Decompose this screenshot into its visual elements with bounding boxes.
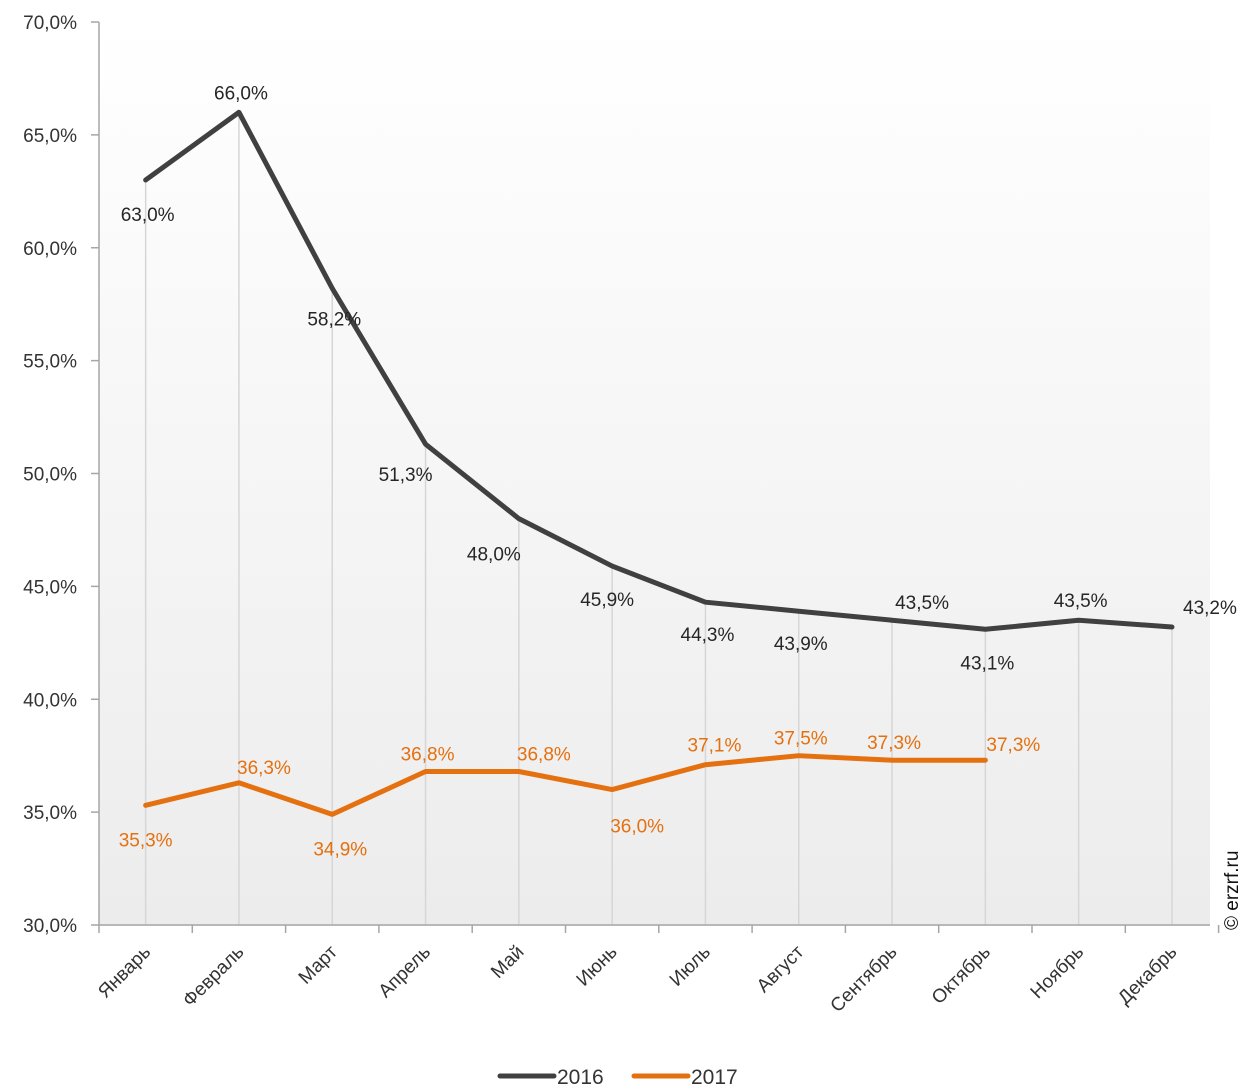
data-label-2016: 63,0% [121,205,175,226]
data-label-2016: 66,0% [214,83,268,104]
legend-item-2017: 2017 [631,1066,738,1089]
watermark-text: © erzrf.ru [1222,851,1243,930]
plot-background [99,22,1210,926]
data-label-2016: 45,9% [580,590,634,611]
data-label-2017: 37,3% [867,733,921,754]
data-label-2017: 34,9% [313,839,367,860]
series-line-2016 [143,109,1175,632]
data-label-2017: 36,8% [401,744,455,765]
data-label-2017: 37,3% [986,735,1040,756]
data-label-2016: 48,0% [467,545,521,566]
drop-lines [144,112,1173,925]
y-tick-label: 65,0% [23,126,77,147]
series-lines [143,109,1175,817]
legend-label: 2016 [557,1066,604,1085]
y-tick-label: 50,0% [23,465,77,486]
data-label-2016: 51,3% [379,465,433,486]
x-tick-label: Август [753,941,808,996]
x-tick-label: Март [295,941,342,988]
data-label-2017: 36,3% [237,758,291,779]
y-tick-label: 30,0% [23,916,77,937]
y-tick-label: 60,0% [23,239,77,260]
data-label-2016: 43,2% [1183,598,1237,619]
x-tick-label: Май [487,942,528,983]
y-tick-label: 70,0% [23,13,77,34]
x-tick-label: Октябрь [928,942,995,1009]
data-label-2016: 43,9% [774,634,828,655]
legend: 2016 2017 [497,1066,738,1089]
x-tick-label: Февраль [179,942,249,1012]
data-label-2016: 43,5% [895,593,949,614]
data-label-2017: 37,5% [774,729,828,750]
data-label-2016: 58,2% [307,309,361,330]
data-label-2017: 36,0% [610,817,664,838]
data-label-2016: 43,5% [1054,591,1108,612]
data-label-2017: 36,8% [517,744,571,765]
x-tick-label: Июнь [573,942,622,991]
x-tick-label: Январь [94,942,155,1003]
y-tick-label: 35,0% [23,803,77,824]
x-tick-label: Декабрь [1114,942,1181,1009]
y-tick-label: 45,0% [23,577,77,598]
legend-label: 2017 [691,1066,738,1085]
x-tick-label: Июль [666,942,715,991]
x-tick-label: Ноябрь [1027,942,1089,1004]
y-tick-label: 40,0% [23,690,77,711]
legend-item-2016: 2016 [497,1066,604,1089]
series-line-2017 [143,753,988,817]
x-tick-label: Сентябрь [827,942,902,1017]
x-tick-label: Апрель [375,942,435,1002]
data-labels: 63,0% 66,0% 58,2% 51,3% 48,0% 45,9% 44,3% 43,9%… [119,83,1237,860]
data-label-2017: 35,3% [119,830,173,851]
data-label-2016: 43,1% [960,653,1014,674]
data-label-2016: 44,3% [681,625,735,646]
y-tick-label: 55,0% [23,352,77,373]
data-label-2017: 37,1% [688,736,742,757]
